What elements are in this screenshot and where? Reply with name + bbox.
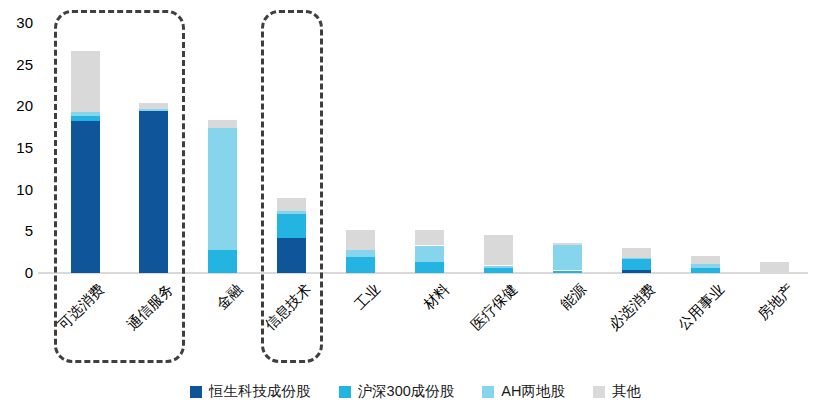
bar-segment — [691, 268, 720, 273]
x-axis-label: 金融 — [212, 280, 246, 314]
legend-item: 沪深300成份股 — [339, 382, 455, 401]
bar-segment — [208, 120, 237, 128]
bar-segment — [622, 258, 651, 259]
legend-label: 恒生科技成份股 — [209, 382, 311, 401]
x-axis-label: 工业 — [350, 280, 384, 314]
bar-segment — [760, 262, 789, 273]
bar-segment — [415, 230, 444, 246]
y-axis-tick-label: 20 — [0, 97, 33, 115]
x-axis-label: 必选消费 — [605, 280, 659, 334]
bar-segment — [208, 128, 237, 250]
y-axis-tick-label: 0 — [0, 264, 33, 282]
legend-swatch-icon — [190, 386, 202, 398]
legend-label: AH两地股 — [501, 382, 565, 401]
legend-swatch-icon — [339, 386, 351, 398]
bar-segment — [415, 246, 444, 263]
legend-label: 沪深300成份股 — [358, 382, 455, 401]
legend: 恒生科技成份股 沪深300成份股 AH两地股 其他 — [0, 382, 831, 401]
bar-segment — [484, 268, 513, 273]
y-axis-tick-label: 15 — [0, 139, 33, 157]
legend-label: 其他 — [612, 382, 641, 401]
bar-segment — [484, 266, 513, 269]
bar-segment — [553, 245, 582, 271]
bar-segment — [346, 257, 375, 273]
bar-segment — [415, 262, 444, 273]
bar-segment — [691, 256, 720, 264]
legend-item: 恒生科技成份股 — [190, 382, 311, 401]
highlight-box — [54, 10, 185, 363]
bar-segment — [691, 264, 720, 268]
y-axis-tick-label: 25 — [0, 56, 33, 74]
highlight-box — [261, 10, 323, 363]
bar-segment — [622, 248, 651, 258]
bar-segment — [484, 235, 513, 266]
bar-segment — [346, 230, 375, 250]
y-axis-tick-label: 10 — [0, 181, 33, 199]
stacked-bar-chart: 051015202530 可选消费通信服务金融信息技术工业材料医疗保健能源必选消… — [0, 0, 831, 416]
x-axis-label: 能源 — [557, 280, 591, 314]
bar-segment — [622, 259, 651, 270]
bar-segment — [208, 250, 237, 273]
legend-item: AH两地股 — [482, 382, 565, 401]
x-axis-label: 房地产 — [753, 280, 797, 324]
y-axis-tick-label: 30 — [0, 14, 33, 32]
legend-item: 其他 — [593, 382, 641, 401]
legend-swatch-icon — [482, 386, 494, 398]
bar-segment — [553, 243, 582, 245]
x-axis-label: 材料 — [419, 280, 453, 314]
x-axis-label: 医疗保健 — [467, 280, 521, 334]
bar-segment — [622, 270, 651, 273]
x-axis-label: 公用事业 — [674, 280, 728, 334]
y-axis-tick-label: 5 — [0, 222, 33, 240]
bar-segment — [346, 250, 375, 258]
bar-segment — [553, 271, 582, 274]
legend-swatch-icon — [593, 386, 605, 398]
